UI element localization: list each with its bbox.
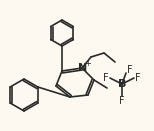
Text: N: N (78, 63, 88, 73)
Text: F: F (103, 73, 109, 83)
Text: F: F (135, 73, 141, 83)
Text: B: B (118, 79, 126, 89)
Text: F: F (119, 96, 125, 106)
Text: +: + (85, 59, 91, 67)
Text: F: F (127, 65, 133, 75)
